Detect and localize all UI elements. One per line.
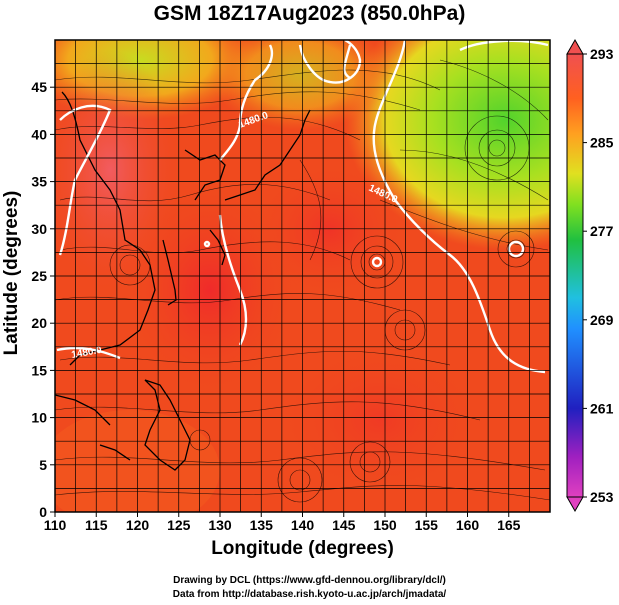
height-contours [56,40,549,374]
credit-line-1: Drawing by DCL (https://www.gfd-dennou.o… [173,575,446,586]
x-tick-label: 145 [332,517,356,533]
y-axis-label: Latitude (degrees) [1,190,22,356]
y-axis-ticks: 0 5 10 15 20 25 30 35 40 45 [31,79,55,520]
colorbar-tick-label: 293 [590,46,614,62]
y-tick-label: 15 [31,362,47,378]
y-tick-label: 5 [39,457,47,473]
y-tick-label: 20 [31,315,47,331]
y-tick-label: 40 [31,126,47,142]
y-tick-label: 10 [31,410,47,426]
credit-line-2: Data from http://database.rish.kyoto-u.a… [172,589,447,600]
y-tick-label: 35 [31,174,47,190]
x-tick-label: 125 [167,517,191,533]
y-tick-label: 45 [31,79,47,95]
x-axis-label: Longitude (degrees) [211,538,394,559]
contour-label-3: 1480.0 [71,345,103,361]
colorbar-tick-label: 261 [590,400,614,416]
colorbar-scale [566,53,584,498]
x-tick-label: 115 [85,517,108,533]
y-tick-label: 0 [39,504,47,520]
colorbar-bottom-arrow [566,496,584,513]
colorbar-tick-label: 253 [590,489,614,505]
y-tick-label: 30 [31,221,47,237]
colorbar-top-arrow [566,38,584,55]
colorbar: 253 261 269 277 285 293 [566,38,614,513]
x-tick-label: 140 [291,517,315,533]
x-tick-label: 135 [250,517,274,533]
colorbar-tick-label: 277 [590,223,614,239]
x-tick-label: 120 [126,517,150,533]
chart-title: GSM 18Z17Aug2023 (850.0hPa) [153,2,466,25]
x-tick-label: 160 [456,517,480,533]
x-tick-label: 110 [44,517,67,533]
colorbar-tick-label: 285 [590,135,614,151]
x-tick-label: 150 [373,517,397,533]
colorbar-tick-label: 269 [590,312,614,328]
x-tick-label: 165 [497,517,521,533]
x-tick-label: 155 [415,517,439,533]
y-tick-label: 25 [31,268,47,284]
lat-lon-grid [55,40,550,512]
coastlines [55,91,311,471]
x-axis-ticks: 110 115 120 125 130 135 140 145 150 155 160 165 [44,512,521,533]
x-tick-label: 130 [208,517,232,533]
